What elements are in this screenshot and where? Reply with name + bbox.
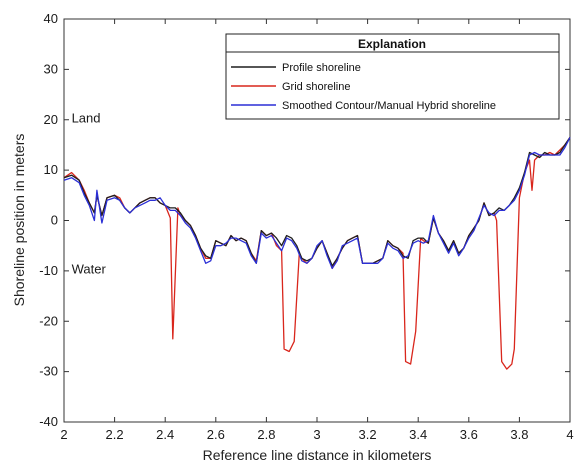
legend-label-grid: Grid shoreline xyxy=(282,81,350,93)
x-axis-title: Reference line distance in kilometers xyxy=(203,447,432,463)
y-axis-title: Shoreline position in meters xyxy=(11,134,27,307)
water-annotation: Water xyxy=(72,261,107,276)
x-tick-label: 3.8 xyxy=(510,427,528,442)
y-tick-label: 40 xyxy=(44,11,58,26)
legend-box xyxy=(225,33,560,120)
y-tick-label: 0 xyxy=(51,213,58,228)
legend-label-profile: Profile shoreline xyxy=(282,62,361,74)
y-tick-label: -20 xyxy=(39,313,58,328)
y-tick-label: 10 xyxy=(44,162,58,177)
axis-ticks: 2 2.2 2.4 2.6 2.8 3 3.2 3.4 3.6 3.8 4 -40 -30 -20 -10 0… xyxy=(39,11,573,442)
legend-label-smoothed: Smoothed Contour/Manual Hybrid shoreline xyxy=(282,100,496,112)
legend-title: Explanation xyxy=(358,37,426,51)
series-line-2 xyxy=(63,137,571,270)
x-tick-label: 2.4 xyxy=(156,427,174,442)
y-tick-label: 30 xyxy=(44,61,58,76)
series-lines xyxy=(63,137,571,370)
land-annotation: Land xyxy=(72,110,101,125)
legend: Explanation Profile shoreline Grid shore… xyxy=(225,33,560,120)
x-tick-label: 3.2 xyxy=(359,427,377,442)
x-tick-label: 2.2 xyxy=(106,427,124,442)
x-tick-label: 3.4 xyxy=(409,427,427,442)
x-tick-label: 2.8 xyxy=(257,427,275,442)
y-tick-label: -40 xyxy=(39,414,58,429)
y-tick-label: 20 xyxy=(44,112,58,127)
x-tick-label: 3.6 xyxy=(460,427,478,442)
x-tick-label: 2.6 xyxy=(207,427,225,442)
y-tick-label: -10 xyxy=(39,263,58,278)
x-tick-label: 2 xyxy=(60,427,67,442)
y-tick-label: -30 xyxy=(39,364,58,379)
x-tick-label: 4 xyxy=(566,427,573,442)
x-tick-label: 3 xyxy=(313,427,320,442)
